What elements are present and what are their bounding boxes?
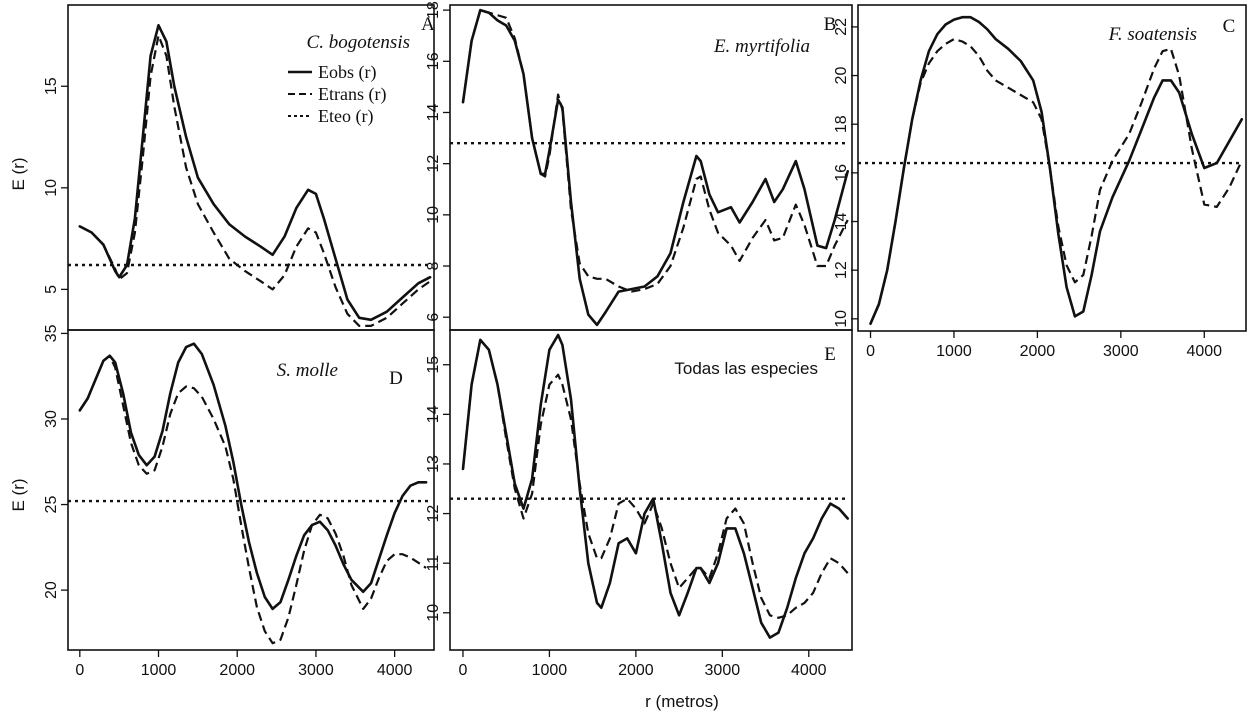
panel-frame: [67, 329, 435, 651]
panel-E: 10 11 12 13 14 15 0 1000 2000 3000 4000 Todas las e…: [425, 329, 853, 679]
x-tick-label: 2000: [219, 662, 255, 679]
x-tick-label: 2000: [618, 662, 654, 679]
y-tick-label: 10: [425, 206, 442, 224]
y-tick-label: 11: [425, 555, 442, 572]
series-line-solid: [869, 15, 1244, 325]
y-tick-label: 10: [43, 179, 60, 197]
panel-title: C. bogotensis: [307, 32, 410, 53]
panel-letter: C: [1223, 16, 1236, 37]
y-axis-title-bottom: E (r): [9, 478, 28, 511]
panel-frame: [449, 329, 853, 651]
y-tick-label: 14: [425, 405, 442, 423]
y-tick-label: 12: [425, 505, 442, 523]
panel-title: Todas las especies: [674, 359, 818, 378]
x-axis-title: r (metros): [645, 692, 719, 711]
series-line-solid: [461, 333, 849, 639]
panel-D: 20 25 30 35 0 1000 2000 3000 4000 S. molle D: [43, 324, 435, 679]
y-tick-label: 16: [833, 164, 850, 182]
x-tick-label: 3000: [705, 662, 741, 679]
y-axis-title-top: E (r): [9, 157, 28, 190]
series-line-dashed: [461, 9, 849, 293]
x-tick-label: 4000: [791, 662, 827, 679]
y-tick-label: 20: [833, 67, 850, 85]
y-tick-label: 22: [833, 18, 850, 36]
panel-frame: [67, 4, 435, 331]
y-tick-label: 14: [425, 103, 442, 121]
series-line-solid: [461, 8, 849, 327]
y-tick-label: 15: [425, 356, 442, 374]
chart-panels: 5 10 15 C. bogotensis A 6 8 10 12 14 16 18 E. myrtif…: [43, 1, 1247, 679]
legend: Eobs (r) Etrans (r) Eteo (r): [288, 62, 386, 127]
y-tick-label: 10: [425, 604, 442, 622]
panel-frame: [857, 4, 1247, 332]
series-line-dashed: [461, 338, 849, 619]
y-tick-label: 25: [43, 496, 60, 514]
panel-letter: B: [824, 14, 837, 35]
panel-letter: D: [389, 368, 403, 389]
panel-title: S. molle: [277, 360, 338, 381]
y-tick-label: 8: [425, 261, 442, 270]
y-tick-label: 30: [43, 410, 60, 428]
series-line-dashed: [79, 34, 431, 327]
x-tick-label: 4000: [1186, 343, 1222, 360]
x-tick-label: 3000: [1103, 343, 1139, 360]
x-tick-label: 0: [75, 662, 84, 679]
y-tick-label: 13: [425, 455, 442, 473]
x-tick-label: 0: [866, 343, 875, 360]
y-tick-label: 12: [425, 155, 442, 173]
panel-letter: E: [824, 344, 836, 365]
legend-label-obs: Eobs (r): [318, 62, 376, 83]
y-tick-label: 10: [833, 310, 850, 328]
y-tick-label: 12: [833, 261, 850, 279]
panel-A: 5 10 15 C. bogotensis A: [43, 4, 435, 331]
panel-B: 6 8 10 12 14 16 18 E. myrtifolia B: [425, 1, 853, 331]
y-tick-label: 14: [833, 213, 850, 231]
legend-label-teo: Eteo (r): [318, 106, 373, 127]
panel-letter: A: [421, 14, 435, 35]
y-tick-label: 6: [425, 313, 442, 322]
y-tick-label: 18: [425, 1, 442, 19]
panel-C: 10 12 14 16 18 20 22 0 1000 2000 3000 4000 F. soaten…: [833, 4, 1247, 360]
series-line-solid: [78, 342, 428, 611]
x-tick-label: 1000: [532, 662, 568, 679]
y-tick-label: 5: [43, 285, 60, 294]
y-tick-label: 15: [43, 77, 60, 95]
x-tick-label: 2000: [1020, 343, 1056, 360]
x-tick-label: 3000: [298, 662, 334, 679]
y-tick-label: 18: [833, 115, 850, 133]
series-line-solid: [78, 24, 432, 322]
x-tick-label: 0: [459, 662, 468, 679]
y-tick-label: 20: [43, 581, 60, 599]
series-line-dashed: [78, 354, 427, 645]
x-tick-label: 4000: [377, 662, 413, 679]
panel-title: F. soatensis: [1108, 24, 1197, 45]
y-tick-label: 16: [425, 52, 442, 70]
y-tick-label: 35: [43, 324, 60, 342]
x-tick-label: 1000: [936, 343, 972, 360]
series-line-dashed: [869, 38, 1243, 325]
x-tick-label: 1000: [141, 662, 177, 679]
panel-title: E. myrtifolia: [713, 36, 810, 57]
legend-label-trans: Etrans (r): [318, 84, 386, 105]
